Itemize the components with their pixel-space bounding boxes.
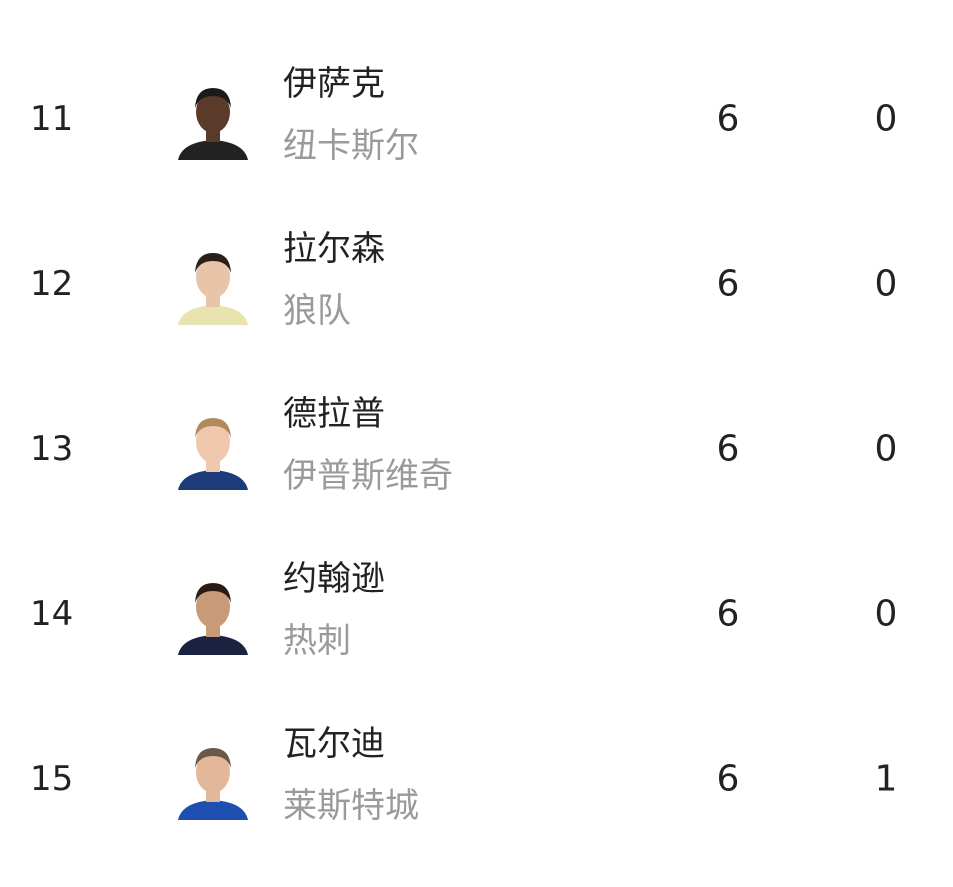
stat-value-secondary: 0 bbox=[874, 98, 898, 139]
player-avatar bbox=[172, 573, 254, 655]
player-avatar bbox=[172, 243, 254, 325]
player-name: 伊萨克 bbox=[283, 64, 385, 104]
rank: 14 bbox=[30, 593, 74, 634]
player-row[interactable]: 11 伊萨克 纽卡斯尔 6 0 bbox=[0, 36, 953, 201]
rank: 13 bbox=[30, 428, 74, 469]
stat-value: 6 bbox=[716, 428, 740, 469]
player-name: 德拉普 bbox=[283, 394, 385, 434]
stat-value: 6 bbox=[716, 758, 740, 799]
stat-value: 6 bbox=[716, 98, 740, 139]
player-row[interactable]: 14 约翰逊 热刺 6 0 bbox=[0, 531, 953, 696]
player-name: 拉尔森 bbox=[283, 229, 385, 269]
player-row[interactable]: 15 瓦尔迪 莱斯特城 6 1 bbox=[0, 696, 953, 861]
player-row[interactable]: 12 拉尔森 狼队 6 0 bbox=[0, 201, 953, 366]
player-avatar bbox=[172, 738, 254, 820]
stat-value-secondary: 0 bbox=[874, 263, 898, 304]
rank: 11 bbox=[30, 98, 74, 139]
team-name: 热刺 bbox=[283, 621, 351, 661]
team-name: 纽卡斯尔 bbox=[283, 126, 419, 166]
player-avatar bbox=[172, 408, 254, 490]
player-avatar bbox=[172, 78, 254, 160]
team-name: 莱斯特城 bbox=[283, 786, 419, 826]
stat-value-secondary: 0 bbox=[874, 428, 898, 469]
team-name: 狼队 bbox=[283, 291, 351, 331]
stat-value: 6 bbox=[716, 593, 740, 634]
rank: 15 bbox=[30, 758, 74, 799]
rank: 12 bbox=[30, 263, 74, 304]
player-row[interactable]: 13 德拉普 伊普斯维奇 6 0 bbox=[0, 366, 953, 531]
player-name: 瓦尔迪 bbox=[283, 724, 385, 764]
stat-value-secondary: 0 bbox=[874, 593, 898, 634]
stat-value-secondary: 1 bbox=[874, 758, 898, 799]
player-name: 约翰逊 bbox=[283, 559, 385, 599]
stat-value: 6 bbox=[716, 263, 740, 304]
team-name: 伊普斯维奇 bbox=[283, 456, 453, 496]
